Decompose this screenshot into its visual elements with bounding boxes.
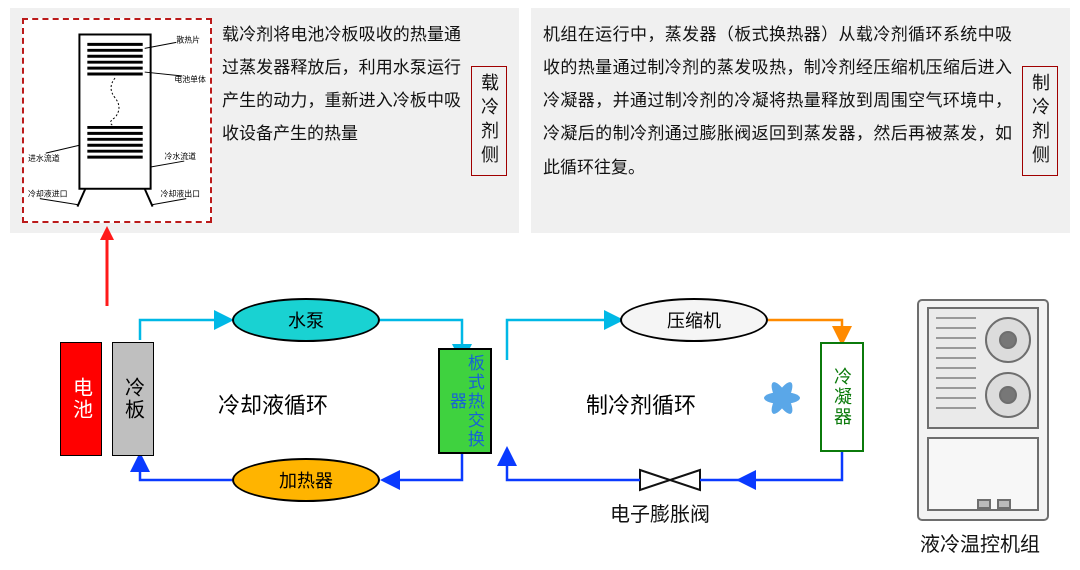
heater-block: 加热器 <box>232 458 380 502</box>
compressor-block: 压缩机 <box>620 298 768 342</box>
mini-label-inlet-l: 冷却液进口 <box>28 189 68 199</box>
mini-label-inlet-r: 冷却液出口 <box>161 189 201 199</box>
phe-block: 板式热交换器 <box>438 348 492 454</box>
battery-pack-schematic: 散热片 电池单体 冷水流道 冷却液出口 进水流道 冷却液进口 <box>22 18 212 223</box>
unit-caption: 液冷温控机组 <box>920 528 1040 557</box>
panel-refrigerant-side: 机组在运行中，蒸发器（板式换热器）从载冷剂循环系统中吸收的热量通过制冷剂的蒸发吸… <box>531 8 1070 233</box>
battery-block: 电池 <box>60 342 102 456</box>
expansion-valve-label: 电子膨胀阀 <box>610 498 710 527</box>
panel-coolant-side: 散热片 电池单体 冷水流道 冷却液出口 进水流道 冷却液进口 载冷剂将电池冷板吸… <box>10 8 519 233</box>
refrigerant-loop-label: 制冷剂循环 <box>586 388 696 420</box>
refrigerant-side-label: 制冷剂侧 <box>1022 66 1058 176</box>
coldplate-block: 冷板 <box>112 342 154 456</box>
mini-label-out: 冷水流道 <box>164 151 196 161</box>
mini-label-fin: 散热片 <box>176 34 200 44</box>
coolant-description: 载冷剂将电池冷板吸收的热量通过蒸发器释放后，利用水泵运行产生的动力，重新进入冷板… <box>222 18 461 151</box>
coolant-loop-label: 冷却液循环 <box>218 388 328 420</box>
pump-block: 水泵 <box>232 298 380 342</box>
mini-label-cell: 电池单体 <box>174 74 206 84</box>
condenser-block: 冷凝器 <box>820 342 864 452</box>
coolant-side-label: 载冷剂侧 <box>471 66 507 176</box>
cooling-system-diagram: 电池 冷板 水泵 加热器 板式热交换器 压缩机 冷凝器 冷却液循环 制冷剂循环 … <box>0 280 1080 570</box>
mini-label-riser: 进水流道 <box>28 153 60 163</box>
refrigerant-description: 机组在运行中，蒸发器（板式换热器）从载冷剂循环系统中吸收的热量通过制冷剂的蒸发吸… <box>543 18 1012 184</box>
